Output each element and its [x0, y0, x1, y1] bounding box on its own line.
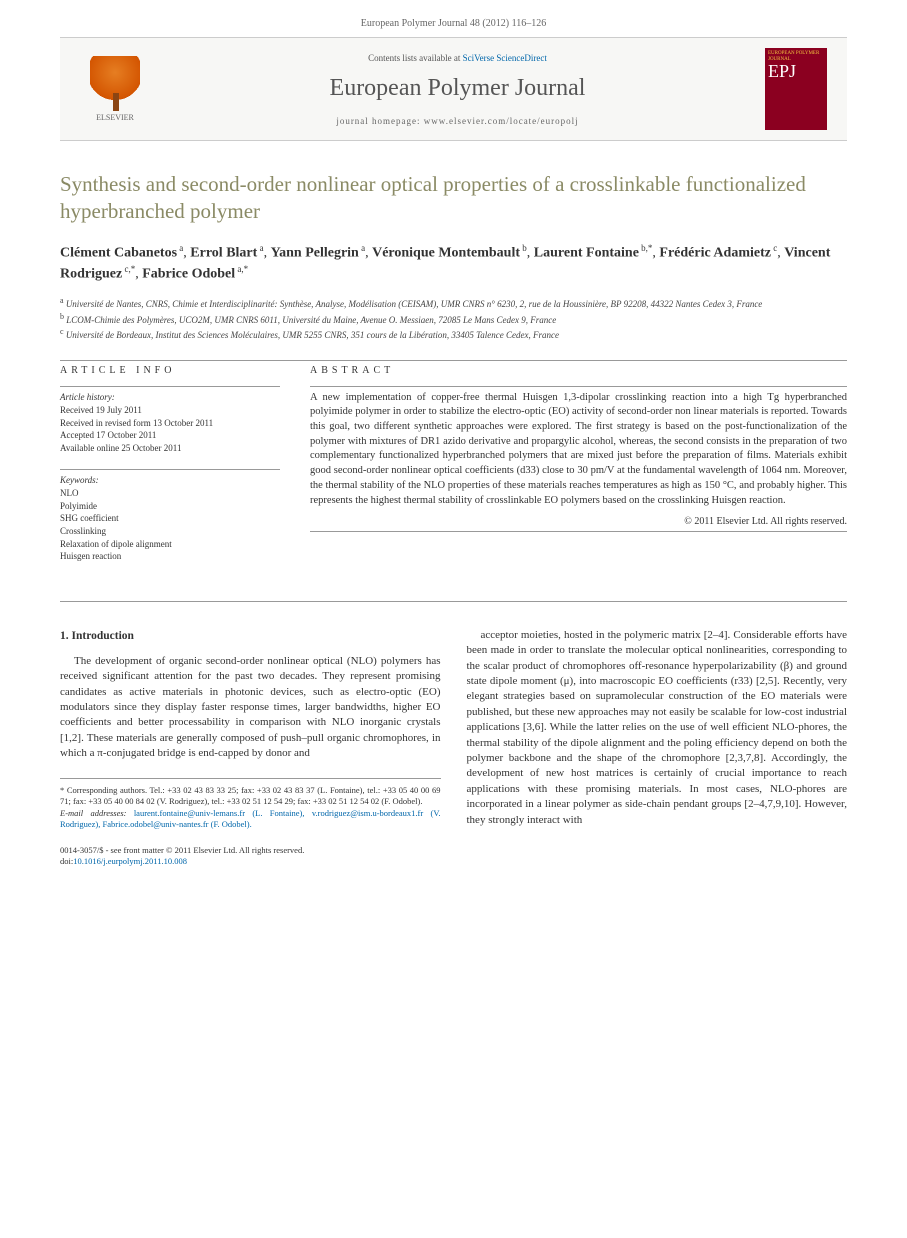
- keyword: NLO: [60, 487, 280, 500]
- article-title: Synthesis and second-order nonlinear opt…: [60, 171, 847, 226]
- keyword: Huisgen reaction: [60, 550, 280, 563]
- right-column: acceptor moieties, hosted in the polymer…: [467, 628, 848, 868]
- footer-block: 0014-3057/$ - see front matter © 2011 El…: [60, 845, 441, 868]
- journal-banner: ELSEVIER Contents lists available at Sci…: [60, 37, 847, 141]
- journal-cover-thumbnail: EUROPEAN POLYMER JOURNAL EPJ: [765, 48, 827, 130]
- abstract-text: A new implementation of copper-free ther…: [310, 391, 847, 509]
- citation-text: European Polymer Journal 48 (2012) 116–1…: [361, 18, 546, 29]
- affiliation-line: a Université de Nantes, CNRS, Chimie et …: [60, 295, 847, 311]
- affil-marker: b: [520, 243, 527, 253]
- section-heading: 1. Introduction: [60, 628, 441, 644]
- contents-line: Contents lists available at SciVerse Sci…: [150, 53, 765, 63]
- section-number: 1.: [60, 630, 69, 642]
- author: Véronique Montembault: [372, 245, 520, 260]
- divider: [60, 469, 280, 470]
- divider: [60, 360, 847, 361]
- divider: [310, 386, 847, 387]
- doi-link[interactable]: 10.1016/j.eurpolymj.2011.10.008: [73, 856, 187, 866]
- keyword: Crosslinking: [60, 525, 280, 538]
- abstract-heading: ABSTRACT: [310, 365, 847, 376]
- affil-marker: a: [359, 243, 365, 253]
- article-content: Synthesis and second-order nonlinear opt…: [0, 141, 907, 887]
- affiliations: a Université de Nantes, CNRS, Chimie et …: [60, 295, 847, 342]
- homepage-line: journal homepage: www.elsevier.com/locat…: [150, 116, 765, 126]
- publisher-name: ELSEVIER: [96, 113, 134, 122]
- divider: [60, 386, 280, 387]
- abstract-copyright: © 2011 Elsevier Ltd. All rights reserved…: [310, 516, 847, 527]
- article-info-column: ARTICLE INFO Article history: Received 1…: [60, 365, 280, 577]
- affil-marker: a: [257, 243, 263, 253]
- left-column: 1. Introduction The development of organ…: [60, 628, 441, 868]
- author: Yann Pellegrin: [271, 245, 359, 260]
- author-list: Clément Cabanetos a, Errol Blart a, Yann…: [60, 242, 847, 285]
- contents-prefix: Contents lists available at: [368, 53, 462, 63]
- publisher-logo: ELSEVIER: [80, 49, 150, 129]
- corresponding-author-note: * Corresponding authors. Tel.: +33 02 43…: [60, 785, 441, 808]
- running-header: European Polymer Journal 48 (2012) 116–1…: [0, 0, 907, 37]
- sciencedirect-link[interactable]: SciVerse ScienceDirect: [463, 53, 547, 63]
- doi-label: doi:: [60, 856, 73, 866]
- keywords-block: Keywords: NLO Polyimide SHG coefficient …: [60, 474, 280, 563]
- abstract-column: ABSTRACT A new implementation of copper-…: [310, 365, 847, 577]
- info-abstract-row: ARTICLE INFO Article history: Received 1…: [60, 365, 847, 577]
- author: Errol Blart: [190, 245, 257, 260]
- divider: [60, 601, 847, 602]
- banner-center: Contents lists available at SciVerse Sci…: [150, 53, 765, 126]
- divider: [310, 531, 847, 532]
- author: Frédéric Adamietz: [659, 245, 771, 260]
- affiliation-line: b LCOM-Chimie des Polymères, UCO2M, UMR …: [60, 311, 847, 327]
- author: Fabrice Odobel: [142, 267, 235, 282]
- homepage-prefix: journal homepage:: [336, 116, 423, 126]
- history-line: Received in revised form 13 October 2011: [60, 417, 280, 430]
- affiliation-text: Université de Nantes, CNRS, Chimie et In…: [66, 299, 763, 309]
- affiliation-text: Université de Bordeaux, Institut des Sci…: [66, 330, 559, 340]
- article-history-block: Article history: Received 19 July 2011 R…: [60, 391, 280, 455]
- history-line: Available online 25 October 2011: [60, 442, 280, 455]
- elsevier-tree-icon: [90, 56, 140, 111]
- affil-marker: a: [177, 243, 183, 253]
- affil-marker: a,*: [235, 264, 248, 274]
- email-addresses: E-mail addresses: laurent.fontaine@univ-…: [60, 808, 441, 831]
- doi-line: doi:10.1016/j.eurpolymj.2011.10.008: [60, 856, 441, 867]
- affiliation-line: c Université de Bordeaux, Institut des S…: [60, 326, 847, 342]
- homepage-url: www.elsevier.com/locate/europolj: [424, 116, 579, 126]
- history-label: Article history:: [60, 391, 280, 404]
- affil-marker: b,*: [639, 243, 653, 253]
- issn-copyright: 0014-3057/$ - see front matter © 2011 El…: [60, 845, 441, 856]
- body-paragraph: acceptor moieties, hosted in the polymer…: [467, 628, 848, 828]
- body-paragraph: The development of organic second-order …: [60, 654, 441, 762]
- author: Clément Cabanetos: [60, 245, 177, 260]
- section-title: Introduction: [72, 630, 134, 642]
- journal-name: European Polymer Journal: [150, 75, 765, 102]
- footnotes: * Corresponding authors. Tel.: +33 02 43…: [60, 778, 441, 831]
- keywords-label: Keywords:: [60, 474, 280, 487]
- author: Laurent Fontaine: [534, 245, 639, 260]
- two-column-body: 1. Introduction The development of organ…: [60, 628, 847, 868]
- cover-letters: EPJ: [768, 62, 796, 80]
- keyword: Relaxation of dipole alignment: [60, 538, 280, 551]
- history-line: Accepted 17 October 2011: [60, 429, 280, 442]
- affil-marker: c: [771, 243, 777, 253]
- info-heading: ARTICLE INFO: [60, 365, 280, 376]
- history-line: Received 19 July 2011: [60, 404, 280, 417]
- keyword: SHG coefficient: [60, 512, 280, 525]
- affil-marker: c,*: [122, 264, 135, 274]
- keyword: Polyimide: [60, 500, 280, 513]
- affiliation-text: LCOM-Chimie des Polymères, UCO2M, UMR CN…: [66, 315, 556, 325]
- emails-label: E-mail addresses:: [60, 808, 127, 818]
